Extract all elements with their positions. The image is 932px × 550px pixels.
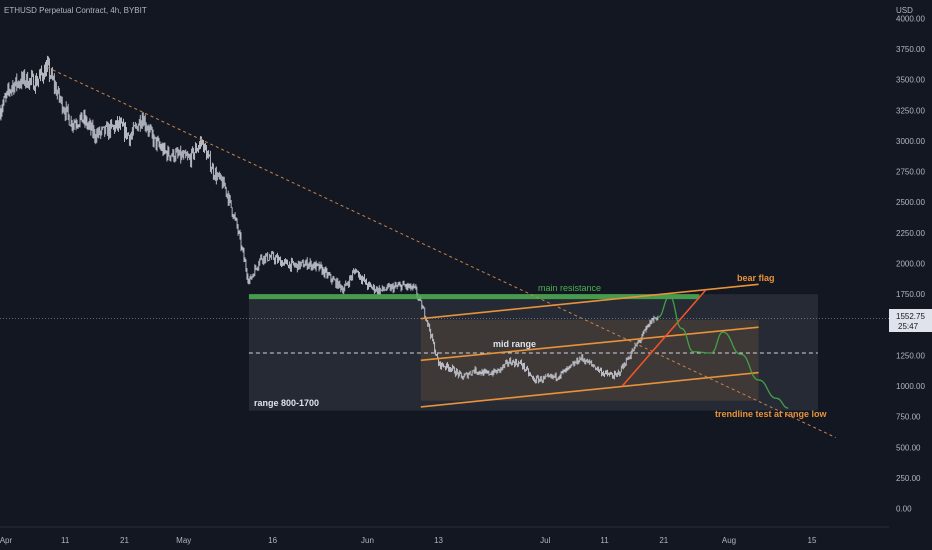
price-tick-label: 1250.00 <box>896 351 925 360</box>
range-label: range 800-1700 <box>254 398 319 408</box>
price-tick-label: 500.00 <box>896 443 921 452</box>
bear-flag-lower-line <box>420 371 759 408</box>
time-tick-label: Jul <box>540 536 550 545</box>
chart-header-title: ETHUSD Perpetual Contract, 4h, BYBIT <box>4 6 147 15</box>
time-tick-label: 15 <box>808 536 817 545</box>
time-tick-label: May <box>176 536 191 545</box>
price-axis-background <box>889 0 932 550</box>
breakout-line <box>621 289 706 387</box>
bear-flag-upper-line <box>420 283 759 320</box>
price-tick-label: 2500.00 <box>896 198 925 207</box>
price-tick-label: 0.00 <box>896 505 912 514</box>
mid-range-label: mid range <box>493 339 536 349</box>
last-price-value: 1552.75 <box>896 312 925 321</box>
time-tick-label: Aug <box>722 536 736 545</box>
time-tick-label: 16 <box>268 536 277 545</box>
time-tick-label: Apr <box>0 536 12 545</box>
price-axis[interactable]: USD 0.00 250.00 500.00 750.00 1000.00 1250.00… <box>889 0 932 550</box>
time-axis[interactable]: Apr 11 21 May 16 Jun 13 Jul 11 21 Aug 15 <box>0 526 889 545</box>
price-tick-label: 2000.00 <box>896 260 925 269</box>
last-price-countdown: 25:47 <box>898 322 919 331</box>
range-box <box>248 294 818 411</box>
time-tick-label: 11 <box>61 536 70 545</box>
price-tick-label: 2750.00 <box>896 168 925 177</box>
price-tick-label: 1000.00 <box>896 382 925 391</box>
last-price-marker: 1552.75 25:47 <box>889 309 932 332</box>
price-tick-label: 3250.00 <box>896 106 925 115</box>
price-axis-currency: USD <box>896 6 913 15</box>
time-tick-label: 11 <box>600 536 609 545</box>
trendline-test-label: trendline test at range low <box>715 409 828 419</box>
price-tick-label: 4000.00 <box>896 14 925 23</box>
projection-path <box>657 295 789 409</box>
price-tick-label: 3750.00 <box>896 45 925 54</box>
main-resistance-label: main resistance <box>538 283 601 293</box>
price-tick-label: 3500.00 <box>896 76 925 85</box>
price-tick-label: 3000.00 <box>896 137 925 146</box>
price-layer <box>0 55 659 384</box>
time-tick-label: Jun <box>361 536 374 545</box>
time-tick-label: 21 <box>120 536 129 545</box>
bear-flag-label: bear flag <box>737 273 775 283</box>
time-tick-label: 21 <box>659 536 668 545</box>
drawings-layer <box>47 66 836 438</box>
price-tick-label: 750.00 <box>896 413 921 422</box>
price-tick-label: 250.00 <box>896 474 921 483</box>
price-tick-label: 1750.00 <box>896 290 925 299</box>
time-tick-label: 13 <box>434 536 443 545</box>
last-price-box <box>889 309 932 332</box>
descending-trendline <box>47 66 836 438</box>
price-tick-label: 2250.00 <box>896 229 925 238</box>
bear-flag-middle-line <box>420 326 759 362</box>
annotation-layer: main resistance bear flag mid range rang… <box>254 273 828 419</box>
